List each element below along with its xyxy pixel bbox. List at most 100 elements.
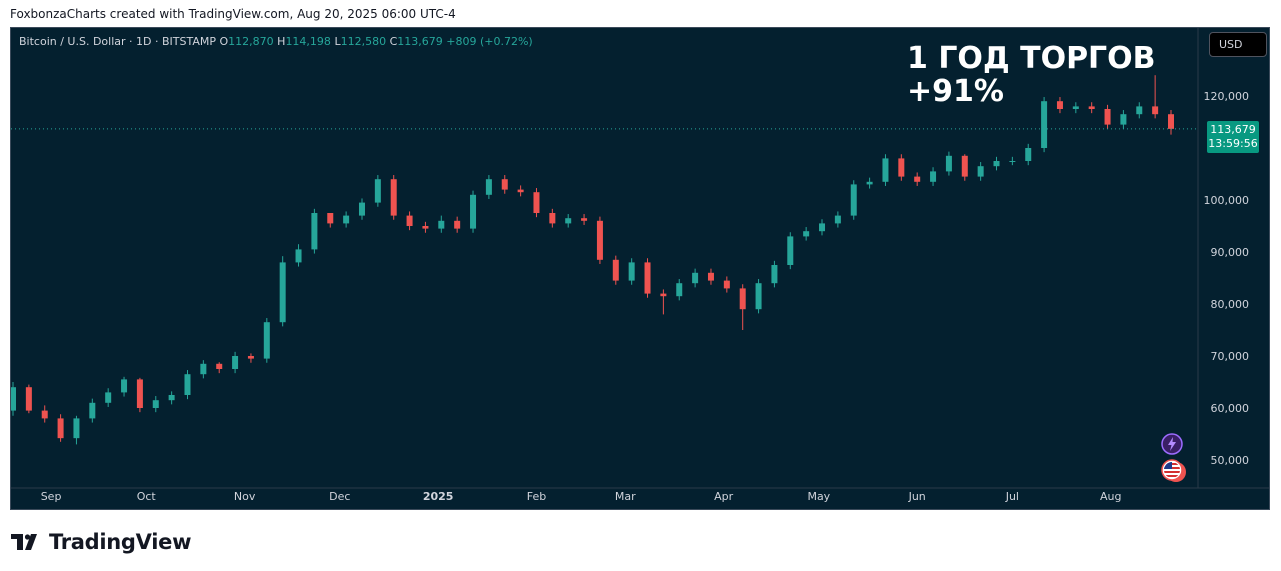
candle-body [41, 410, 48, 419]
tradingview-brand[interactable]: TradingView [11, 530, 191, 554]
candle-body [866, 181, 873, 185]
candle-body [1088, 106, 1095, 109]
x-tick-label: Nov [234, 490, 256, 503]
candlestick-chart[interactable]: 50,000 60,000 70,000 80,000 90,000 100,000 120… [11, 28, 1269, 509]
chart-legend: Bitcoin / U.S. Dollar · 1D · BITSTAMP O 1… [19, 35, 533, 48]
candle-body [1168, 114, 1174, 129]
candle-body [612, 259, 619, 281]
headline-line2: +91% [907, 74, 1004, 109]
x-tick-label: Feb [527, 490, 546, 503]
last-price-value: 113,679 [1210, 123, 1256, 136]
candle-body [1120, 114, 1127, 125]
legend-open-label: O [219, 35, 229, 48]
y-tick-label: 50,000 [1211, 454, 1250, 467]
candles-layer [11, 75, 1174, 445]
candle-body [517, 189, 524, 193]
x-tick-label: Sep [41, 490, 62, 503]
candle-body [930, 171, 937, 182]
candle-body [73, 418, 80, 439]
legend-high-label: H [277, 35, 286, 48]
x-tick-label: Jun [908, 490, 926, 503]
brand-name: TradingView [49, 530, 192, 554]
candle-body [152, 400, 159, 408]
bar-countdown: 13:59:56 [1208, 137, 1258, 150]
candle-body [692, 272, 699, 284]
legend-close: 113,679 [397, 35, 443, 48]
candle-body [11, 387, 16, 411]
candle-body [232, 356, 239, 369]
candle-body [787, 236, 794, 265]
candle-body [961, 155, 968, 177]
candle-body [1025, 148, 1032, 161]
candle-body [644, 262, 651, 294]
candle-body [454, 220, 461, 229]
candle-body [216, 363, 223, 369]
candle-body [1009, 161, 1016, 162]
legend-close-label: C [389, 35, 398, 48]
candle-body [676, 283, 683, 297]
candle-body [755, 283, 762, 310]
legend-high: 114,198 [285, 35, 331, 48]
candle-body [295, 249, 302, 263]
candle-body [105, 392, 112, 403]
candle-body [628, 262, 635, 281]
candle-body [882, 158, 889, 182]
legend-low-label: L [334, 35, 341, 48]
x-tick-label: Jul [1005, 490, 1019, 503]
candle-body [279, 262, 286, 323]
candle-body [438, 220, 445, 229]
candle-body [311, 213, 318, 250]
x-tick-label: 2025 [423, 490, 454, 503]
x-tick-label: Mar [615, 490, 636, 503]
candle-body [247, 356, 254, 359]
candle-body [136, 379, 143, 408]
y-tick-label: 100,000 [1204, 194, 1250, 207]
legend-symbol: Bitcoin / U.S. Dollar · 1D · BITSTAMP [19, 35, 216, 48]
time-axis: Sep Oct Nov Dec 2025 Feb Mar Apr May Jun Jul Aug [41, 490, 1122, 503]
candle-body [406, 215, 413, 226]
candle-body [660, 293, 667, 297]
candle-body [565, 218, 572, 224]
candle-body [1136, 106, 1143, 115]
chart-area[interactable]: 50,000 60,000 70,000 80,000 90,000 100,000 120… [10, 27, 1270, 510]
headline-annotation: 1 ГОД ТОРГОВ +91% [907, 42, 1156, 108]
y-tick-label: 60,000 [1211, 402, 1250, 415]
candle-body [581, 218, 588, 221]
candle-body [25, 387, 32, 411]
candle-body [1104, 109, 1111, 125]
y-tick-label: 70,000 [1211, 350, 1250, 363]
candle-body [501, 179, 508, 190]
candle-body [327, 213, 334, 224]
candle-body [1072, 106, 1079, 109]
x-tick-label: Oct [137, 490, 157, 503]
candle-body [898, 158, 905, 177]
candle-body [168, 395, 175, 401]
candle-body [1056, 101, 1063, 109]
candle-body [914, 176, 921, 182]
candle-body [771, 265, 778, 284]
candle-body [89, 402, 96, 419]
x-tick-label: Apr [714, 490, 734, 503]
us-flag-icon[interactable] [1161, 458, 1187, 484]
candle-body [723, 280, 730, 289]
lightning-bolt-icon[interactable] [1161, 433, 1183, 455]
candle-body [121, 379, 128, 393]
candle-body [850, 184, 857, 216]
legend-low: 112,580 [340, 35, 387, 48]
candle-body [977, 166, 984, 177]
candle-body [993, 161, 1000, 167]
candle-body [422, 226, 429, 229]
candle-body [834, 215, 841, 224]
candle-body [200, 363, 207, 375]
currency-button[interactable]: USD [1209, 32, 1267, 57]
candle-body [1041, 101, 1048, 148]
last-price-label: 113,679 13:59:56 [1207, 121, 1259, 153]
candle-body [533, 192, 540, 213]
legend-change: +809 (+0.72%) [446, 35, 533, 48]
candle-body [57, 418, 64, 439]
headline-line1: 1 ГОД ТОРГОВ [907, 41, 1156, 76]
candle-body [1152, 106, 1159, 115]
chart-credit: FoxbonzaCharts created with TradingView.… [10, 7, 456, 21]
x-tick-label: May [807, 490, 830, 503]
candle-body [803, 231, 810, 237]
